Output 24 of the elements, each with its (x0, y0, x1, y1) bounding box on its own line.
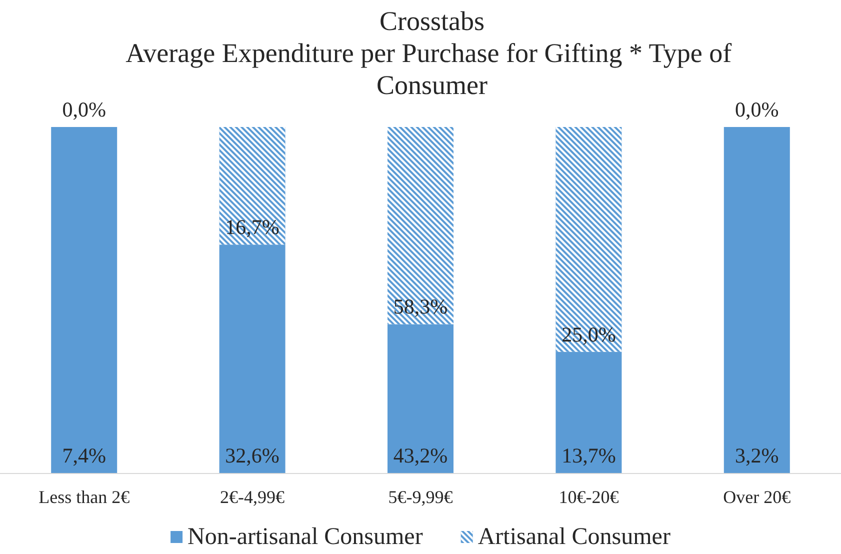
annotation: 0,0% (62, 98, 106, 122)
x-tick-label: 2€-4,99€ (220, 487, 285, 507)
x-tick-label: Less than 2€ (38, 487, 130, 507)
legend-label: Artisanal Consumer (478, 524, 670, 550)
x-tick-label: Over 20€ (723, 487, 791, 507)
annotation: 7,4% (62, 444, 106, 468)
annotation: 32,6% (225, 444, 280, 468)
annotation: 0,0% (735, 98, 779, 122)
x-tick-label: 5€-9,99€ (388, 487, 453, 507)
bar (51, 127, 118, 473)
bar (556, 352, 622, 473)
legend-label: Non-artisanal Consumer (188, 524, 423, 550)
annotation: 13,7% (562, 444, 616, 468)
bar (724, 127, 790, 473)
annotation: 3,2% (735, 444, 779, 468)
bar (219, 244, 286, 473)
chart-subtitle: Average Expenditure per Purchase for Gifting * Type of Consumer (126, 38, 738, 100)
bar (388, 324, 454, 473)
annotation: 58,3% (393, 294, 448, 319)
annotation: 25,0% (562, 322, 616, 346)
x-tick-label: 10€-20€ (558, 487, 619, 507)
chart-title: Crosstabs (379, 6, 485, 36)
annotation: 43,2% (393, 444, 448, 468)
annotation: 16,7% (225, 215, 280, 240)
